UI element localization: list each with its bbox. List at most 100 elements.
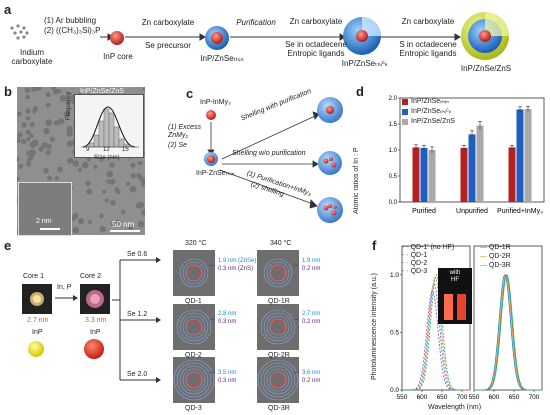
tem-particle [53, 120, 60, 126]
bar [516, 109, 524, 202]
pl-curve [474, 274, 542, 391]
tem-particle [121, 209, 126, 214]
shell-ring [263, 365, 293, 395]
f-xtick-label: 650 [437, 394, 448, 400]
step1-bottom: Se precursor [145, 41, 191, 50]
legend-qd3-line: - - [402, 268, 409, 275]
shell-ring [182, 315, 206, 339]
f-xtick-label: 700 [529, 394, 540, 400]
inp-label-1: InP [32, 329, 43, 336]
legend-qd2-line: - - [402, 260, 409, 267]
bar [508, 147, 516, 202]
tem-particle [66, 130, 73, 137]
tem-particle [31, 139, 39, 147]
f-xtick-label: 600 [417, 394, 428, 400]
tem-particle [136, 173, 141, 178]
step3-mid: Se in octadecene [285, 40, 347, 49]
tem-particle [142, 87, 145, 92]
tem-particle [49, 136, 55, 142]
tem-particle [59, 95, 67, 102]
qd2r-zns-s: 0.2 nm [302, 319, 321, 325]
bar [476, 125, 484, 202]
qd1-zns-e: 1.9 nm (ZnSe) [218, 258, 257, 264]
qd1-image [173, 250, 220, 296]
tem-particle [54, 176, 59, 181]
panel-f-label: f [372, 238, 377, 253]
shell-ring [179, 312, 209, 342]
legend-qd1-label: QD-1 [410, 252, 428, 259]
tem-particle [73, 212, 79, 218]
panel-c-label: c [186, 86, 194, 101]
f-ytick-label: 1.0 [390, 272, 399, 279]
reagent-2: (2) ((CH₃)₃Si)₃P [44, 26, 101, 35]
panel-a-label: a [4, 2, 12, 17]
f-ylabel: Photoluminescence intensity (a.u.) [371, 273, 378, 380]
core-ring [270, 319, 286, 335]
bar [460, 147, 468, 202]
tem-particle [24, 87, 31, 93]
hrtem-scale-label: 2 nm [36, 218, 52, 225]
shell-ring [182, 368, 206, 392]
shell-ring [263, 258, 293, 288]
branch-arrows [112, 257, 161, 383]
c-start-label: InP-InMy₃ [200, 99, 231, 106]
tem-particle [66, 140, 74, 147]
shell-ring [257, 359, 299, 401]
se-label-1: Se 0.6 [127, 251, 148, 258]
tem-particle [106, 179, 112, 184]
qd3-zns-s: 0.3 nm [218, 378, 237, 384]
tem-particle [109, 179, 116, 185]
tem-particle [58, 118, 65, 125]
tem-particle [110, 221, 117, 227]
f-right-legend: — QD-1R — QD-2R — QD-3R [480, 244, 511, 271]
bar [412, 147, 420, 202]
shell-ring [176, 309, 212, 345]
tem-particle [25, 129, 31, 135]
panel-d-label: d [356, 84, 364, 99]
legend-item-thin: InP/ZnSeₜₕᵢₙ [402, 97, 472, 107]
shell-ring [176, 362, 212, 398]
f-xtick-label: 550 [469, 394, 480, 400]
shell-ring [269, 318, 287, 336]
f-xlabel: Wavelength (nm) [428, 404, 482, 411]
tem-particle [47, 175, 53, 181]
core-ring [186, 319, 202, 335]
core1-image [22, 284, 52, 314]
legend-qd3: - - QD-3 [402, 268, 454, 276]
step4-mid: S in octadecene [399, 40, 457, 49]
tem-scale-label: 50 nm [112, 220, 135, 229]
reagent-1: (1) Ar bubbling [44, 16, 97, 25]
legend-qd2r-line: — [480, 253, 487, 260]
size-histogram-inset [74, 94, 144, 158]
tem-particle [17, 137, 21, 144]
tem-particle [72, 160, 80, 167]
tem-particle [77, 218, 84, 225]
tem-particle [141, 182, 145, 187]
tem-particle [93, 164, 98, 170]
qd2r-name: QD-2R [268, 352, 290, 359]
shell-ring [185, 318, 203, 336]
step1-top: Zn carboxylate [141, 18, 195, 27]
step3-bottom: Entropic ligands [287, 49, 345, 58]
shell-ring [269, 371, 287, 389]
d-legend: InP/ZnSeₜₕᵢₙ InP/ZnSeₜₕᵢᶜₖ InP/ZnSe/ZnS [402, 97, 472, 127]
d-ytick-label: 0.0 [389, 200, 398, 206]
tem-particle [57, 89, 62, 94]
tem-particle [110, 200, 116, 206]
d-ytick-label: 2.0 [389, 96, 398, 102]
core2-label: Core 2 [80, 273, 102, 280]
tem-particle [25, 94, 30, 100]
legend-qd1: - - QD-1 [402, 252, 454, 260]
tem-particle [104, 198, 109, 203]
tem-particle [129, 185, 137, 193]
shell-ring [185, 264, 203, 282]
hf-inset-label: with HF [449, 270, 461, 283]
tem-particle [17, 111, 22, 117]
tem-particle [99, 157, 104, 162]
tem-particle [72, 226, 79, 234]
c-mid-label: InP-ZnSeₜₕᵢₙ [196, 170, 235, 177]
qd3-name: QD-3 [185, 405, 202, 412]
pl-axes-frame [473, 245, 543, 391]
legend-swatch-thin [402, 99, 408, 105]
shell-ring [260, 362, 296, 398]
